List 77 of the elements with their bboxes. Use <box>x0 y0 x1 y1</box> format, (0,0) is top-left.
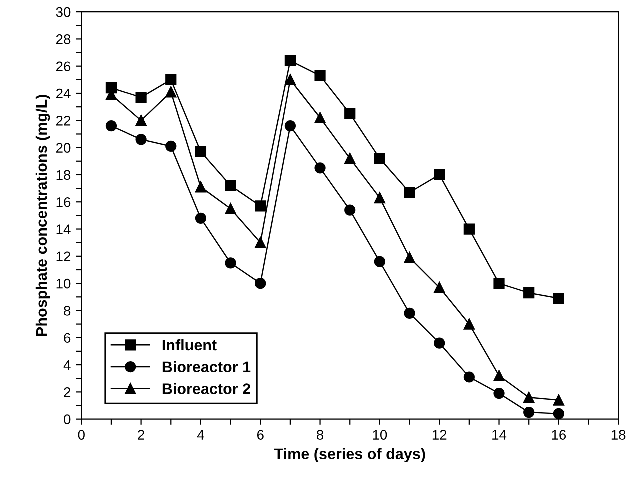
point <box>106 120 118 132</box>
legend-label: Bioreactor 2 <box>162 383 250 394</box>
x-axis-title: Time (series of days) <box>274 448 426 462</box>
point <box>225 203 236 214</box>
y-tick-label: 14 <box>56 224 71 234</box>
y-tick-label: 22 <box>56 116 71 126</box>
x-tick-label: 16 <box>552 430 566 440</box>
point <box>255 237 266 248</box>
point <box>404 187 416 198</box>
point <box>136 134 147 146</box>
x-tick-label: 0 <box>78 430 85 440</box>
y-tick-label: 20 <box>56 143 71 153</box>
point <box>374 192 386 204</box>
point <box>195 182 207 193</box>
point <box>494 278 505 290</box>
point <box>404 252 416 264</box>
x-tick-label: 12 <box>432 430 447 440</box>
y-tick-label: 2 <box>64 388 71 398</box>
point <box>524 406 535 418</box>
x-tick-label: 8 <box>317 430 324 440</box>
x-tick-label: 6 <box>257 430 264 440</box>
x-tick-label: 18 <box>612 430 626 440</box>
y-tick-label: 16 <box>56 197 71 208</box>
y-tick-label: 12 <box>56 252 71 262</box>
point <box>434 169 446 181</box>
legend-label: Influent <box>162 339 217 351</box>
y-tick-label: 6 <box>64 333 71 344</box>
point <box>374 153 386 164</box>
point <box>553 292 564 304</box>
x-tick-label: 10 <box>373 430 388 440</box>
point <box>314 112 326 124</box>
point <box>464 224 475 235</box>
point <box>553 394 564 406</box>
point <box>284 74 296 86</box>
y-axis-title: Phosphate concentrations (mg/L) <box>36 95 50 336</box>
point <box>225 258 236 269</box>
point <box>494 370 505 382</box>
y-tick-label: 24 <box>56 88 71 99</box>
point <box>225 180 236 192</box>
y-tick-label: 8 <box>64 306 71 316</box>
point <box>255 200 266 212</box>
point <box>374 256 386 268</box>
point <box>524 392 535 404</box>
x-tick-label: 4 <box>197 430 204 440</box>
point <box>284 120 296 132</box>
point <box>136 92 147 104</box>
y-tick-label: 26 <box>56 62 71 72</box>
point <box>166 140 177 152</box>
point <box>166 86 177 98</box>
y-tick-label: 0 <box>64 414 71 425</box>
point <box>136 115 147 126</box>
point <box>195 146 207 158</box>
point <box>314 162 326 174</box>
point <box>344 153 356 164</box>
point <box>314 70 326 82</box>
point <box>464 372 475 383</box>
y-tick-label: 30 <box>56 7 71 18</box>
point <box>494 388 505 400</box>
point <box>344 204 356 216</box>
point <box>434 282 446 294</box>
point <box>344 108 356 120</box>
point <box>166 74 177 86</box>
point <box>195 212 207 224</box>
point <box>553 408 564 420</box>
point <box>404 308 416 319</box>
y-tick-label: 4 <box>64 360 71 370</box>
y-tick-label: 18 <box>56 170 71 180</box>
point <box>464 318 475 330</box>
point <box>255 278 266 290</box>
point <box>434 338 446 349</box>
legend-label: Bioreactor 1 <box>162 361 251 373</box>
x-tick-label: 14 <box>492 430 507 440</box>
x-tick-label: 2 <box>138 430 144 440</box>
point <box>524 288 535 299</box>
y-tick-label: 10 <box>56 278 71 289</box>
y-tick-label: 28 <box>56 34 71 44</box>
point <box>284 55 296 66</box>
